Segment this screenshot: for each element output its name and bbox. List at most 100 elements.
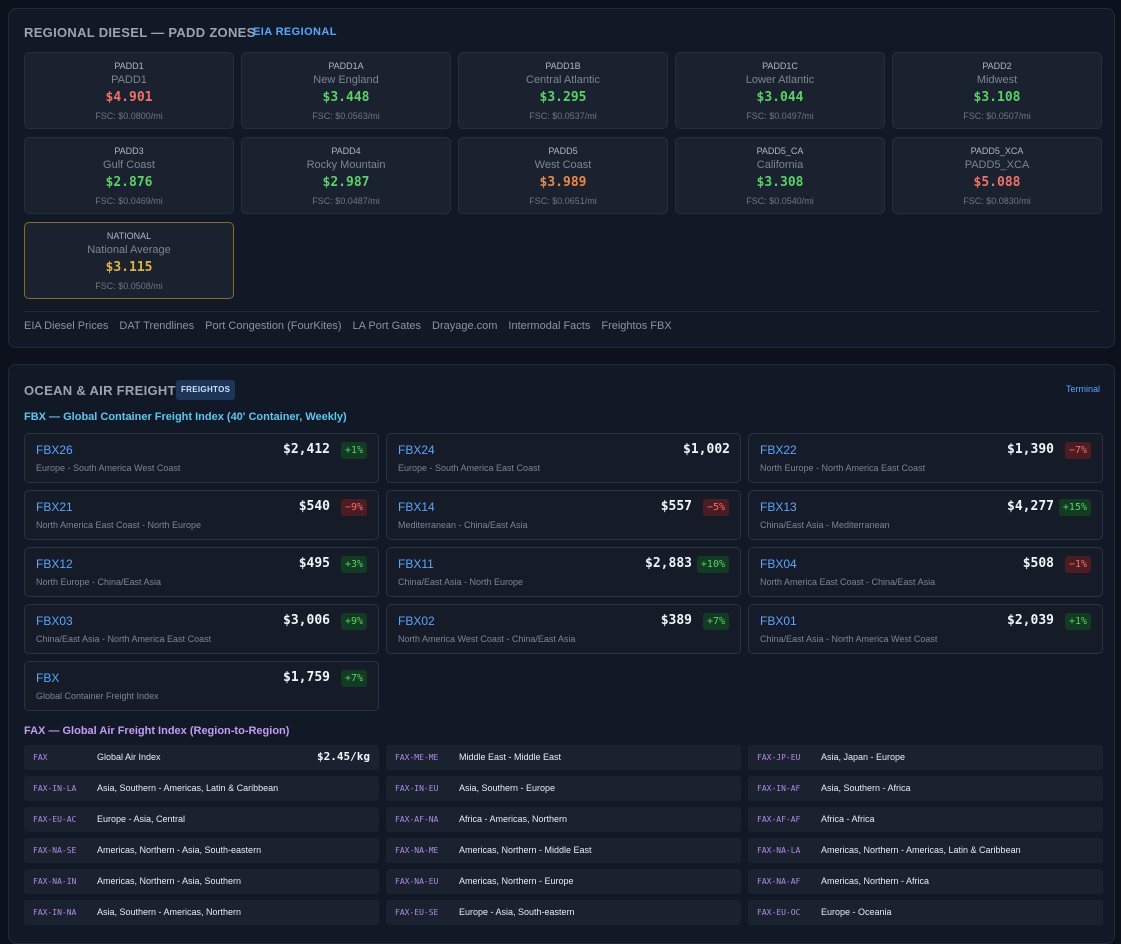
padd-code: NATIONAL <box>106 231 152 241</box>
fax-route: Africa - Americas, Northern <box>459 814 568 824</box>
fax-row[interactable]: FAX-AF-AF Africa - Africa <box>748 807 1103 832</box>
fbx-code: FBX04 <box>760 557 797 571</box>
fax-route: Europe - Asia, South-eastern <box>459 907 575 917</box>
fax-row[interactable]: FAX Global Air Index $2.45/kg <box>24 745 379 770</box>
terminal-link[interactable]: Terminal <box>1065 384 1100 394</box>
fbx-card[interactable]: FBX02 North America West Coast - China/Ea… <box>386 604 741 654</box>
padd-name: National Average <box>87 244 171 256</box>
fbx-card[interactable]: FBX24 Europe - South America East Coast $1… <box>386 433 741 483</box>
fax-code: FAX-NA-EU <box>395 877 439 886</box>
padd-price: $3.308 <box>756 175 804 190</box>
fbx-card[interactable]: FBX13 China/East Asia - Mediterranean $4,2… <box>748 490 1103 540</box>
source-link[interactable]: Intermodal Facts <box>508 320 591 332</box>
fbx-change-badge: +10% <box>696 556 729 573</box>
padd-card[interactable]: PADD1 PADD1 $4.901 FSC: $0.0800/mi <box>24 52 234 129</box>
fbx-code: FBX12 <box>36 557 73 571</box>
padd-card[interactable]: PADD4 Rocky Mountain $2.987 FSC: $0.0487/mi <box>241 137 451 214</box>
regional-diesel-title: REGIONAL DIESEL — PADD ZONES <box>24 25 256 40</box>
padd-card[interactable]: PADD3 Gulf Coast $2.876 FSC: $0.0469/mi <box>24 137 234 214</box>
fax-row[interactable]: FAX-ME-ME Middle East - Middle East <box>386 745 741 770</box>
fax-row[interactable]: FAX-EU-AC Europe - Asia, Central <box>24 807 379 832</box>
fax-code: FAX-EU-AC <box>33 815 77 824</box>
fbx-change-badge: +9% <box>340 613 367 630</box>
padd-card[interactable]: PADD5_CA California $3.308 FSC: $0.0540/mi <box>675 137 885 214</box>
fax-row[interactable]: FAX-NA-IN Americas, Northern - Asia, Sout… <box>24 869 379 894</box>
fbx-code: FBX26 <box>36 443 73 457</box>
fbx-card[interactable]: FBX04 North America East Coast - China/Ea… <box>748 547 1103 597</box>
fbx-price: $540 <box>298 499 330 514</box>
padd-fsc: FSC: $0.0830/mi <box>963 196 1031 206</box>
fax-route: Americas, Northern - Asia, Southern <box>97 876 242 886</box>
fax-row[interactable]: FAX-NA-ME Americas, Northern - Middle Eas… <box>386 838 741 863</box>
fbx-change-badge: −5% <box>702 499 729 516</box>
padd-card[interactable]: PADD1A New England $3.448 FSC: $0.0563/mi <box>241 52 451 129</box>
fbx-price: $557 <box>660 499 692 514</box>
fbx-route: Europe - South America West Coast <box>36 463 181 473</box>
padd-name: Gulf Coast <box>103 159 155 171</box>
fax-code: FAX-NA-LA <box>757 846 801 855</box>
fbx-route: Global Container Freight Index <box>36 691 159 701</box>
fax-row[interactable]: FAX-EU-SE Europe - Asia, South-eastern <box>386 900 741 925</box>
fbx-change-badge: +3% <box>340 556 367 573</box>
fax-row[interactable]: FAX-JP-EU Asia, Japan - Europe <box>748 745 1103 770</box>
fax-route: Middle East - Middle East <box>459 752 562 762</box>
padd-card[interactable]: PADD5_XCA PADD5_XCA $5.088 FSC: $0.0830/mi <box>892 137 1102 214</box>
divider <box>24 311 1099 312</box>
padd-code: PADD1A <box>328 61 364 71</box>
source-link[interactable]: DAT Trendlines <box>119 320 195 332</box>
padd-fsc: FSC: $0.0537/mi <box>529 111 597 121</box>
fbx-change-badge: −1% <box>1064 556 1091 573</box>
fbx-route: China/East Asia - North America East Coa… <box>36 634 212 644</box>
fbx-card[interactable]: FBX14 Mediterranean - China/East Asia $557… <box>386 490 741 540</box>
fbx-card[interactable]: FBX12 North Europe - China/East Asia $495 +… <box>24 547 379 597</box>
fbx-code: FBX22 <box>760 443 797 457</box>
fbx-code: FBX21 <box>36 500 73 514</box>
padd-card[interactable]: NATIONAL National Average $3.115 FSC: $0.05… <box>24 222 234 299</box>
padd-card[interactable]: PADD1B Central Atlantic $3.295 FSC: $0.0537… <box>458 52 668 129</box>
fax-row[interactable]: FAX-NA-SE Americas, Northern - Asia, Sout… <box>24 838 379 863</box>
padd-price: $5.088 <box>973 175 1021 190</box>
fax-row[interactable]: FAX-IN-AF Asia, Southern - Africa <box>748 776 1103 801</box>
source-link[interactable]: LA Port Gates <box>352 320 421 332</box>
fbx-route: China/East Asia - North America West Coa… <box>760 634 938 644</box>
fbx-card[interactable]: FBX Global Container Freight Index $1,759 +… <box>24 661 379 711</box>
fax-grid: FAX Global Air Index $2.45/kg FAX-ME-ME Midd… <box>24 745 1103 925</box>
fax-route: Americas, Northern - Americas, Latin & C… <box>821 845 1021 855</box>
fbx-card[interactable]: FBX01 China/East Asia - North America Wes… <box>748 604 1103 654</box>
fax-row[interactable]: FAX-NA-LA Americas, Northern - Americas, … <box>748 838 1103 863</box>
fbx-card[interactable]: FBX21 North America East Coast - North Eu… <box>24 490 379 540</box>
source-link[interactable]: Freightos FBX <box>601 320 672 332</box>
fax-row[interactable]: FAX-NA-AF Americas, Northern - Africa <box>748 869 1103 894</box>
fax-route: Asia, Southern - Americas, Northern <box>97 907 242 917</box>
fbx-change-badge: +1% <box>340 442 367 459</box>
fax-code: FAX-ME-ME <box>395 753 439 762</box>
padd-price: $3.989 <box>539 175 587 190</box>
fbx-card[interactable]: FBX03 China/East Asia - North America Eas… <box>24 604 379 654</box>
fbx-card[interactable]: FBX22 North Europe - North America East C… <box>748 433 1103 483</box>
padd-card[interactable]: PADD5 West Coast $3.989 FSC: $0.0651/mi <box>458 137 668 214</box>
fax-code: FAX-IN-EU <box>395 784 439 793</box>
fbx-code: FBX02 <box>398 614 435 628</box>
source-link[interactable]: Drayage.com <box>432 320 498 332</box>
fbx-card[interactable]: FBX11 China/East Asia - North Europe $2,88… <box>386 547 741 597</box>
fax-row[interactable]: FAX-IN-LA Asia, Southern - Americas, Lati… <box>24 776 379 801</box>
fax-row[interactable]: FAX-EU-OC Europe - Oceania <box>748 900 1103 925</box>
fax-row[interactable]: FAX-IN-EU Asia, Southern - Europe <box>386 776 741 801</box>
padd-card[interactable]: PADD2 Midwest $3.108 FSC: $0.0507/mi <box>892 52 1102 129</box>
padd-code: PADD4 <box>331 146 361 156</box>
padd-code: PADD5_XCA <box>970 146 1024 156</box>
fax-row[interactable]: FAX-AF-NA Africa - Americas, Northern <box>386 807 741 832</box>
fax-code: FAX-IN-AF <box>757 784 801 793</box>
padd-code: PADD3 <box>114 146 144 156</box>
fax-row[interactable]: FAX-IN-NA Asia, Southern - Americas, Nort… <box>24 900 379 925</box>
source-link[interactable]: EIA Diesel Prices <box>24 320 109 332</box>
padd-name: West Coast <box>534 159 592 171</box>
fax-section-title: FAX — Global Air Freight Index (Region-t… <box>24 725 290 737</box>
source-link[interactable]: Port Congestion (FourKites) <box>205 320 342 332</box>
fbx-price: $389 <box>660 613 692 628</box>
padd-price: $3.044 <box>756 90 804 105</box>
fax-route: Asia, Japan - Europe <box>821 752 906 762</box>
fbx-card[interactable]: FBX26 Europe - South America West Coast $2… <box>24 433 379 483</box>
fax-row[interactable]: FAX-NA-EU Americas, Northern - Europe <box>386 869 741 894</box>
padd-card[interactable]: PADD1C Lower Atlantic $3.044 FSC: $0.0497/m… <box>675 52 885 129</box>
